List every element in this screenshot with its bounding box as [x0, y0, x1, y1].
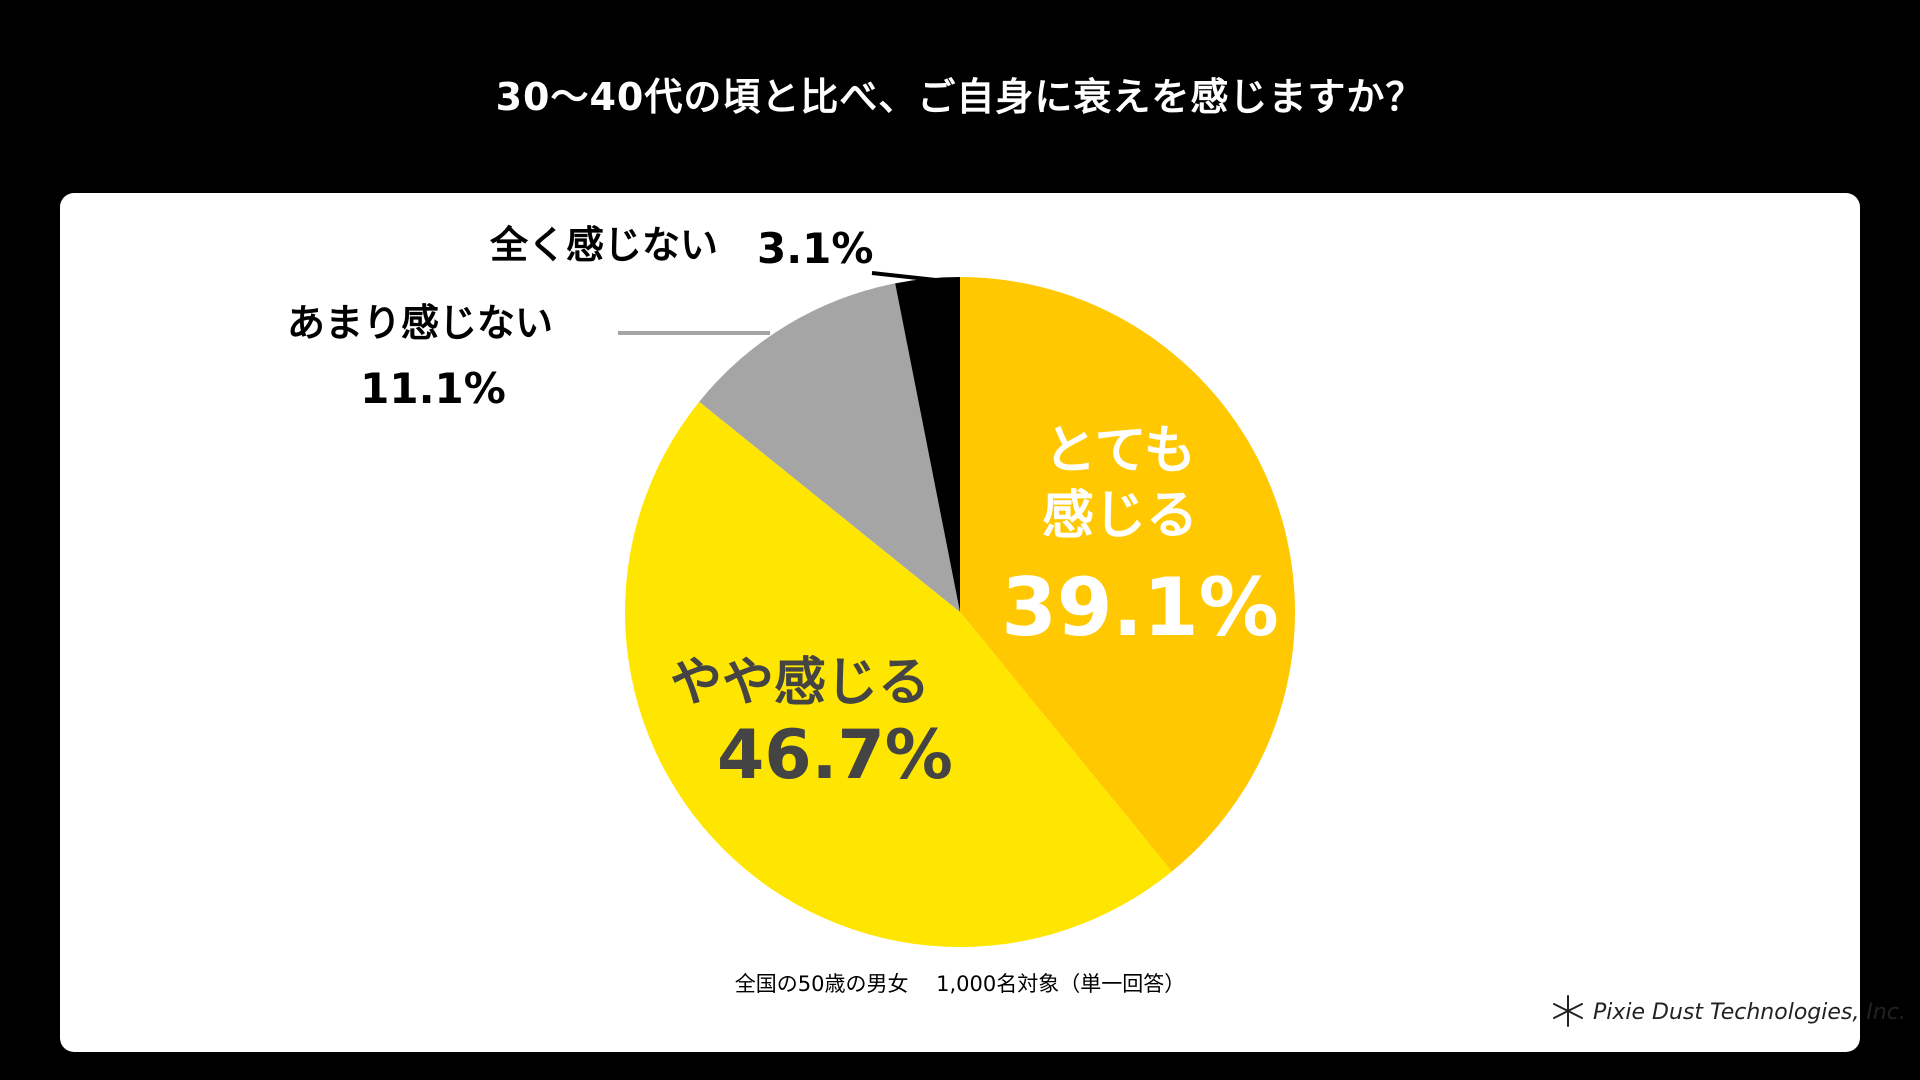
leader-line-none — [871, 271, 946, 283]
slice-value-some: 46.7% — [717, 716, 953, 795]
chart-title: 30〜40代の頃と比べ、ご自身に衰えを感じますか？ — [495, 75, 1425, 119]
survey-footnote: 全国の50歳の男女 1,000名対象（単一回答） — [734, 972, 1186, 996]
slice-value-strong: 39.1% — [1001, 561, 1279, 654]
pie-slice-some — [625, 401, 1172, 947]
brand-name: Pixie Dust Technologies, Inc. — [1593, 1000, 1906, 1025]
slice-label-strong-line2: 感じる — [1042, 486, 1198, 546]
pie-slice-none — [895, 277, 960, 612]
slice-value-none: 3.1% — [757, 224, 873, 273]
slice-label-some: やや感じる — [670, 653, 930, 713]
pie-slice-strong — [960, 277, 1296, 872]
pie-slices — [625, 277, 1296, 947]
pie-slice-little — [699, 283, 960, 612]
slice-value-little: 11.1% — [360, 364, 506, 413]
slice-label-little: あまり感じない — [287, 301, 553, 345]
slice-label-none: 全く感じない — [489, 223, 718, 267]
brand-logo: Pixie Dust Technologies, Inc. — [1551, 994, 1906, 1030]
asterisk-logo-icon — [1553, 995, 1583, 1027]
slice-label-strong-line1: とても — [1044, 421, 1196, 481]
